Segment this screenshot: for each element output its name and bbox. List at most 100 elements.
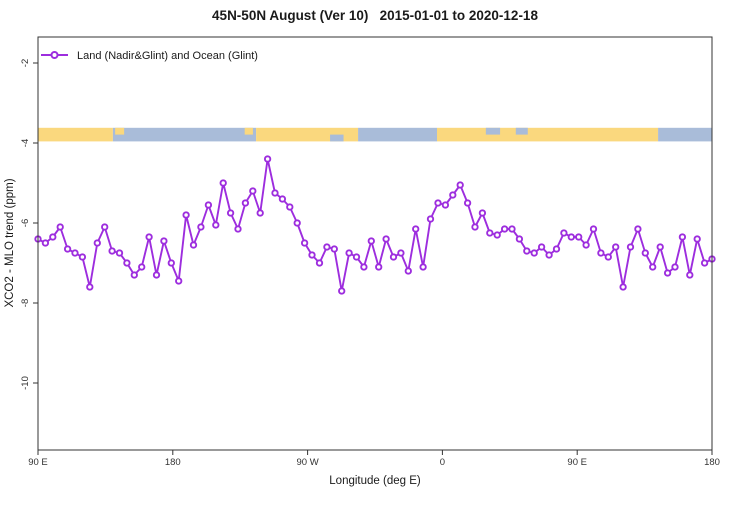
data-point-marker [523,247,531,255]
data-point-marker [500,225,509,233]
ocean-band-detail [515,127,528,135]
data-point-marker [404,267,412,275]
data-point-marker [612,243,620,251]
series-polyline [37,158,713,292]
data-point-marker [486,229,494,237]
data-point-marker [686,271,694,279]
data-point-marker [182,211,190,219]
data-point-marker [226,209,235,217]
data-point-marker [493,231,501,239]
data-point-marker [367,237,375,245]
legend-marker-icon [50,51,59,59]
data-point-marker [649,263,657,271]
ocean-band-segment [658,127,712,142]
data-point-marker [560,229,568,237]
data-point-marker [537,243,546,251]
ocean-band-detail [330,134,344,142]
x-tick-label: 90 E [28,457,48,468]
data-point-marker [449,191,457,199]
land-band-detail [244,127,253,135]
data-point-marker [308,251,316,259]
data-point-marker [545,251,553,259]
data-point-marker [93,239,101,247]
ocean-band-detail [485,127,501,135]
x-tick-label: 90 W [297,457,319,468]
data-point-marker [138,263,146,271]
data-series-line [34,155,716,295]
data-point-marker [693,235,701,243]
data-point-marker [212,221,220,229]
chart-title: 45N-50N August (Ver 10) 2015-01-01 to 20… [212,8,538,23]
data-point-marker [508,225,516,233]
data-point-marker [582,241,590,249]
y-tick-label: -10 [20,376,31,390]
data-point-marker [160,237,168,245]
data-point-marker [515,235,524,243]
data-point-marker [189,241,198,249]
data-point-marker [663,269,672,277]
y-tick-label: -2 [20,59,31,67]
data-point-marker [256,209,264,217]
y-tick-label: -6 [20,219,31,227]
ocean-band-segment [112,127,257,142]
data-point-marker [656,243,664,251]
data-point-marker [123,259,131,267]
data-point-marker [441,201,450,209]
data-point-marker [604,253,612,261]
data-point-marker [597,249,605,257]
data-point-marker [286,203,294,211]
data-point-marker [552,245,561,253]
land-band-detail [115,127,125,135]
x-tick-label: 180 [165,457,181,468]
data-point-marker [108,247,116,255]
land-band-segment [38,127,113,142]
data-point-marker [167,259,175,267]
data-point-marker [338,287,346,295]
data-point-marker [478,209,487,217]
data-point-marker [234,225,242,233]
land-ocean-map-band [38,127,712,142]
x-tick-label: 180 [704,457,720,468]
data-point-marker [345,249,353,257]
data-point-marker [360,263,368,271]
data-point-marker [419,263,427,271]
data-point-marker [471,223,479,231]
data-point-marker [634,225,642,233]
data-point-marker [278,195,287,203]
data-point-marker [315,259,324,267]
data-point-marker [434,199,442,207]
data-point-marker [300,239,309,247]
data-point-marker [241,199,250,207]
data-point-marker [263,155,272,163]
plot-border [37,36,713,451]
data-point-marker [397,249,405,257]
data-point-marker [678,233,687,241]
data-point-marker [619,283,627,291]
y-axis-title: XCO2 - MLO trend (ppm) [4,178,16,307]
data-point-marker [78,253,87,261]
data-point-marker [152,271,161,279]
data-point-marker [71,249,79,257]
data-point-marker [323,243,331,251]
axes: 90 E 180 90 W 0 90 E 180 -2 -4 -6 -8 -10 [20,36,720,468]
data-point-marker [389,253,398,261]
data-point-marker [426,215,435,223]
data-point-marker [567,233,575,241]
data-point-marker [86,283,94,291]
data-point-marker [41,239,50,247]
data-point-marker [63,245,72,253]
y-tick-label: -8 [20,299,31,307]
data-point-marker [130,271,138,279]
data-point-marker [456,181,464,189]
data-point-marker [293,219,301,227]
data-point-marker [249,187,257,195]
data-point-marker [145,233,153,241]
x-tick-label: 0 [440,457,445,468]
data-point-marker [204,201,213,209]
data-point-marker [219,179,227,187]
data-point-marker [700,259,709,267]
legend-label: Land (Nadir&Glint) and Ocean (Glint) [77,50,258,62]
data-point-marker [412,225,420,233]
